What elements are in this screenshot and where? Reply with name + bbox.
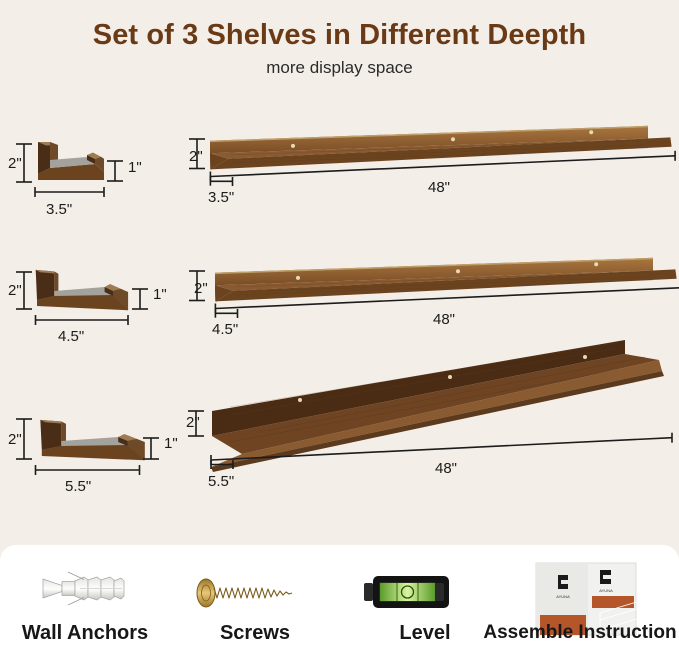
svg-text:AYUNA: AYUNA <box>599 588 613 593</box>
svg-text:AYUNA: AYUNA <box>556 594 570 599</box>
